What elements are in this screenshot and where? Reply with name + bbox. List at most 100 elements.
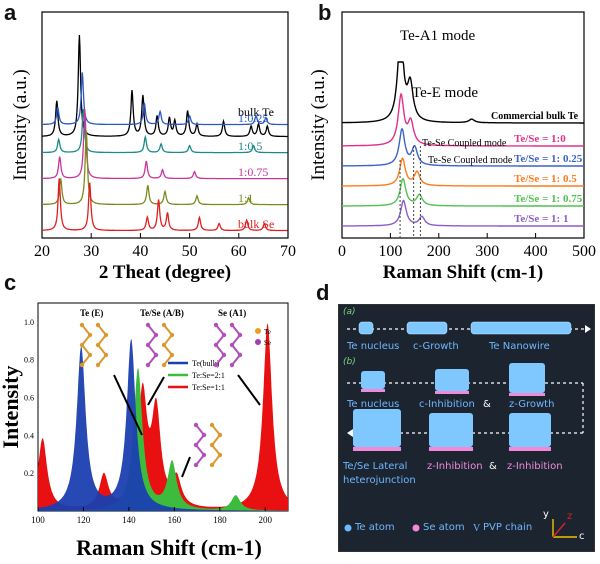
y-axis-label: Intensity xyxy=(0,365,23,448)
series-label: 1:0.75 xyxy=(238,165,268,179)
x-tick-label: 30 xyxy=(83,243,99,260)
z-inhibition-label-2: z-Inhibition xyxy=(507,461,563,472)
xrd-chart: bulk Te1:0.25 1:0.5 1:0.75 1:1 bulk Se 20 30 40… xyxy=(10,11,296,283)
arrow-line xyxy=(113,374,143,436)
series-line xyxy=(342,127,584,167)
atom-icon xyxy=(153,332,159,338)
x-axis-label: Raman Shift (cm-1) xyxy=(383,262,543,283)
series-line xyxy=(42,108,288,180)
atom-icon xyxy=(161,362,167,368)
atom-icon xyxy=(103,332,109,338)
y-tick-label: 0.4 xyxy=(24,431,34,440)
x-tick-label: 60 xyxy=(231,243,247,260)
arrow-line xyxy=(147,376,165,406)
growth-diagram: V (a) (b) Te nucleus c-Growth Te Nanowir… xyxy=(338,304,595,552)
atom-icon xyxy=(193,462,199,468)
series-line xyxy=(42,72,288,126)
panel-b-label: b xyxy=(318,0,332,25)
atom-icon xyxy=(95,342,101,348)
atom-icon xyxy=(193,442,199,448)
atom-icon xyxy=(193,422,199,428)
atom-icon xyxy=(221,332,227,338)
x-axis-label: Raman Shift (cm-1) xyxy=(76,535,262,560)
series-line xyxy=(342,199,584,227)
z-inhibition-label-1: z-Inhibition xyxy=(427,461,483,472)
x-tick-label: 100 xyxy=(378,243,402,260)
atom-icon xyxy=(169,352,175,358)
atom-icon xyxy=(161,322,167,328)
series-line xyxy=(342,92,584,147)
atom-icon xyxy=(209,442,215,448)
atom-icon xyxy=(145,342,151,348)
series-line xyxy=(342,61,584,124)
annotation: Te (E) xyxy=(80,308,103,318)
x-tick-label: 20 xyxy=(34,243,50,260)
growth-diagram-graphics: V xyxy=(344,321,591,538)
legend-pvp-label: PVP chain xyxy=(483,522,533,533)
series-label: Te/Se = 1: 1 xyxy=(514,213,568,225)
y-tick-label: 1.0 xyxy=(24,318,34,327)
atom-icon xyxy=(209,462,215,468)
amp-label-2: & xyxy=(489,461,497,472)
annotation: Te-Se Coupled mode xyxy=(422,138,507,149)
atom-icon xyxy=(87,332,93,338)
x-tick-label: 300 xyxy=(475,243,499,260)
series-line xyxy=(342,177,584,207)
y-tick-label: 0.2 xyxy=(24,469,34,478)
y-axis-label: Intensity (a.u.) xyxy=(308,69,329,180)
legend-se-label: Se atom xyxy=(423,522,465,533)
annotation: Te/Se (A/B) xyxy=(140,308,184,318)
atom-icon xyxy=(213,322,219,328)
annotation: Te-Se Coupled mode xyxy=(428,155,513,166)
x-tick-label: 500 xyxy=(572,243,596,260)
y-axis-label: Intensity (a.u.) xyxy=(10,69,31,180)
atom-icon xyxy=(145,362,151,368)
lateral-label-2: heterojunction xyxy=(343,475,416,486)
atom-icon xyxy=(201,432,207,438)
atom-icon xyxy=(87,352,93,358)
atom-icon xyxy=(237,332,243,338)
legend-label: Te(bulk) xyxy=(192,359,220,368)
atom-icon xyxy=(229,322,235,328)
series-label: bulk Se xyxy=(238,217,274,231)
series-label: Te/Se = 1: 0.75 xyxy=(514,193,583,205)
atom-icon xyxy=(79,342,85,348)
x-tick-label: 120 xyxy=(77,515,91,525)
x-axis-label: 2 Theat (degree) xyxy=(99,262,231,283)
x-tick-label: 200 xyxy=(427,243,451,260)
series-label: 1:0.5 xyxy=(238,139,262,153)
atom-icon xyxy=(213,342,219,348)
plot-frame xyxy=(341,11,585,239)
atom-icon xyxy=(95,362,101,368)
raman-simulation-chart: 0.2 0.4 0.6 0.8 1.0 100 120 140 160 180 200 Te(bulk… xyxy=(0,302,289,560)
raman-chart: Commercial bulk Te Te/Se = 1:0 Te/Se = 1: … xyxy=(308,11,596,283)
series-label: 1:0.25 xyxy=(238,111,268,125)
arrow-line xyxy=(181,456,191,478)
panel-c-label: c xyxy=(4,270,17,295)
axis-c-label: c xyxy=(579,531,585,542)
atom-icon xyxy=(213,362,219,368)
atom-icon xyxy=(161,342,167,348)
row-a-tag: (a) xyxy=(343,307,356,317)
x-tick-label: 40 xyxy=(132,243,148,260)
atom-icon xyxy=(79,322,85,328)
te-nucleus-b-label: Te nucleus xyxy=(347,399,400,410)
amp-label-1: & xyxy=(483,399,491,410)
panel-d-label: d xyxy=(316,280,330,305)
x-tick-label: 400 xyxy=(524,243,548,260)
pvp-chain-icon: V xyxy=(473,523,481,534)
series-label: Te/Se = 1:0 xyxy=(514,133,566,145)
axis-z-label: z xyxy=(567,511,573,522)
atom-icon xyxy=(79,362,85,368)
se-legend-icon xyxy=(255,339,261,345)
panel-a-label: a xyxy=(4,0,17,25)
x-tick-label: 100 xyxy=(31,515,45,525)
x-tick-label: 140 xyxy=(122,515,136,525)
annotation: Te xyxy=(264,328,271,336)
atom-icon xyxy=(169,332,175,338)
annotation: Se (A1) xyxy=(218,308,246,318)
annotation: Se xyxy=(264,339,271,347)
series-label: Te/Se = 1: 0.5 xyxy=(514,173,577,185)
series-line xyxy=(42,130,288,206)
c-inhibition-label: c-Inhibition xyxy=(419,399,475,410)
